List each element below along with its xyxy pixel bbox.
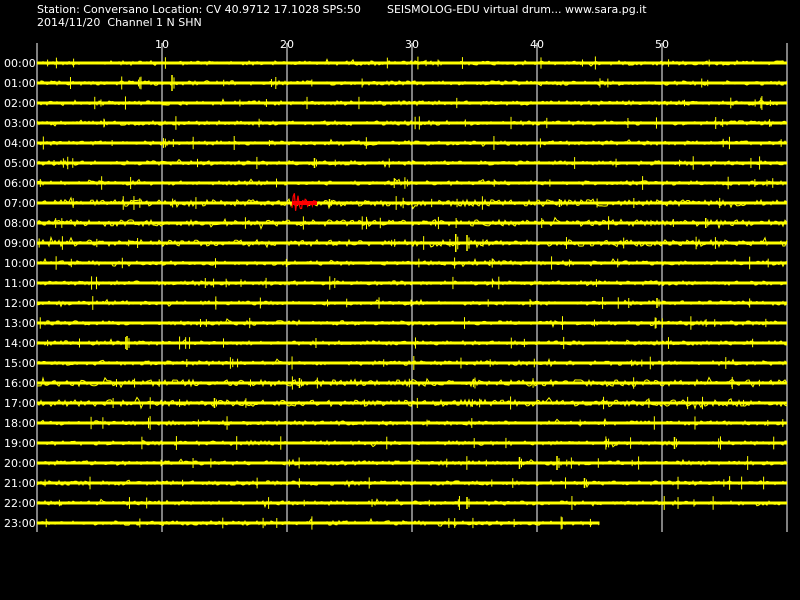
hour-label-1500: 15:00 <box>4 357 36 370</box>
x-axis-ticks: 10 20 30 40 50 <box>155 38 669 51</box>
trace-noise <box>36 257 788 268</box>
hour-label-1000: 10:00 <box>4 257 36 270</box>
hour-label-0400: 04:00 <box>4 137 36 150</box>
trace-1100 <box>36 276 788 290</box>
trace-noise <box>36 498 788 509</box>
seismic-traces <box>36 56 788 530</box>
hour-label-1200: 12:00 <box>4 297 36 310</box>
trace-noise <box>36 439 788 448</box>
trace-noise <box>36 235 788 249</box>
trace-noise <box>36 79 788 87</box>
trace-noise <box>36 458 788 467</box>
hour-label-1700: 17:00 <box>4 397 36 410</box>
trace-noise <box>36 158 788 168</box>
trace-1300 <box>36 316 787 330</box>
hour-label-0900: 09:00 <box>4 237 36 250</box>
hour-label-1600: 16:00 <box>4 377 36 390</box>
hour-label-0500: 05:00 <box>4 157 36 170</box>
trace-1800 <box>36 416 788 430</box>
trace-noise <box>36 196 788 210</box>
trace-1600 <box>36 376 788 390</box>
hour-label-2300: 23:00 <box>4 517 36 530</box>
trace-0600 <box>36 176 788 190</box>
hour-label-1100: 11:00 <box>4 277 36 290</box>
trace-2100 <box>36 476 788 490</box>
hour-label-0800: 08:00 <box>4 217 36 230</box>
hour-label-0600: 06:00 <box>4 177 36 190</box>
hour-label-1900: 19:00 <box>4 437 36 450</box>
trace-noise <box>36 279 788 287</box>
trace-0500 <box>36 156 788 170</box>
trace-noise <box>36 396 788 410</box>
trace-0400 <box>36 136 788 150</box>
hour-label-0100: 01:00 <box>4 77 36 90</box>
trace-noise <box>36 178 788 187</box>
hour-label-1400: 14:00 <box>4 337 36 350</box>
tick-label-10: 10 <box>155 38 169 51</box>
hour-label-0300: 03:00 <box>4 117 36 130</box>
trace-1400 <box>36 336 787 350</box>
trace-1500 <box>36 356 788 370</box>
drum-title: SEISMOLOG-EDU virtual drum... www.sara.p… <box>387 3 647 16</box>
event-0700 <box>291 193 317 211</box>
trace-2200 <box>36 496 788 510</box>
tick-label-20: 20 <box>280 38 294 51</box>
trace-0000 <box>36 56 788 70</box>
tick-label-40: 40 <box>530 38 544 51</box>
trace-noise <box>36 58 788 67</box>
trace-noise <box>36 338 787 347</box>
hour-label-2100: 21:00 <box>4 477 36 490</box>
trace-1700 <box>36 396 788 410</box>
hour-label-0000: 00:00 <box>4 57 36 70</box>
hour-label-2000: 20:00 <box>4 457 36 470</box>
hour-label-2200: 22:00 <box>4 497 36 510</box>
trace-noise <box>36 216 788 231</box>
trace-0700 <box>36 193 788 211</box>
trace-noise <box>36 376 788 389</box>
event-waveform <box>291 193 317 211</box>
tick-label-30: 30 <box>405 38 419 51</box>
trace-1900 <box>36 436 788 450</box>
trace-noise <box>36 357 788 368</box>
station-info: Station: Conversano Location: CV 40.9712… <box>37 3 361 16</box>
hour-labels: 00:00 01:00 02:00 03:00 04:00 05:00 06:00 07:00… <box>4 57 36 530</box>
trace-noise <box>36 298 788 308</box>
trace-noise <box>36 98 788 107</box>
hour-label-1800: 18:00 <box>4 417 36 430</box>
trace-noise <box>36 479 788 489</box>
trace-noise <box>36 119 788 128</box>
trace-0100 <box>36 75 788 91</box>
trace-0300 <box>36 116 788 130</box>
grid <box>36 43 788 532</box>
trace-noise <box>36 417 788 427</box>
tick-label-50: 50 <box>655 38 669 51</box>
trace-0800 <box>36 216 788 231</box>
trace-0900 <box>36 234 788 252</box>
trace-1000 <box>36 256 788 270</box>
trace-noise <box>36 138 788 148</box>
hour-label-1300: 13:00 <box>4 317 36 330</box>
trace-2000 <box>36 456 788 470</box>
trace-1200 <box>36 296 788 310</box>
hour-label-0700: 07:00 <box>4 197 36 210</box>
trace-2300 <box>36 516 600 530</box>
date-channel-info: 2014/11/20 Channel 1 N SHN <box>37 16 202 29</box>
hour-label-0200: 02:00 <box>4 97 36 110</box>
trace-noise <box>36 517 600 527</box>
trace-0200 <box>36 96 788 110</box>
